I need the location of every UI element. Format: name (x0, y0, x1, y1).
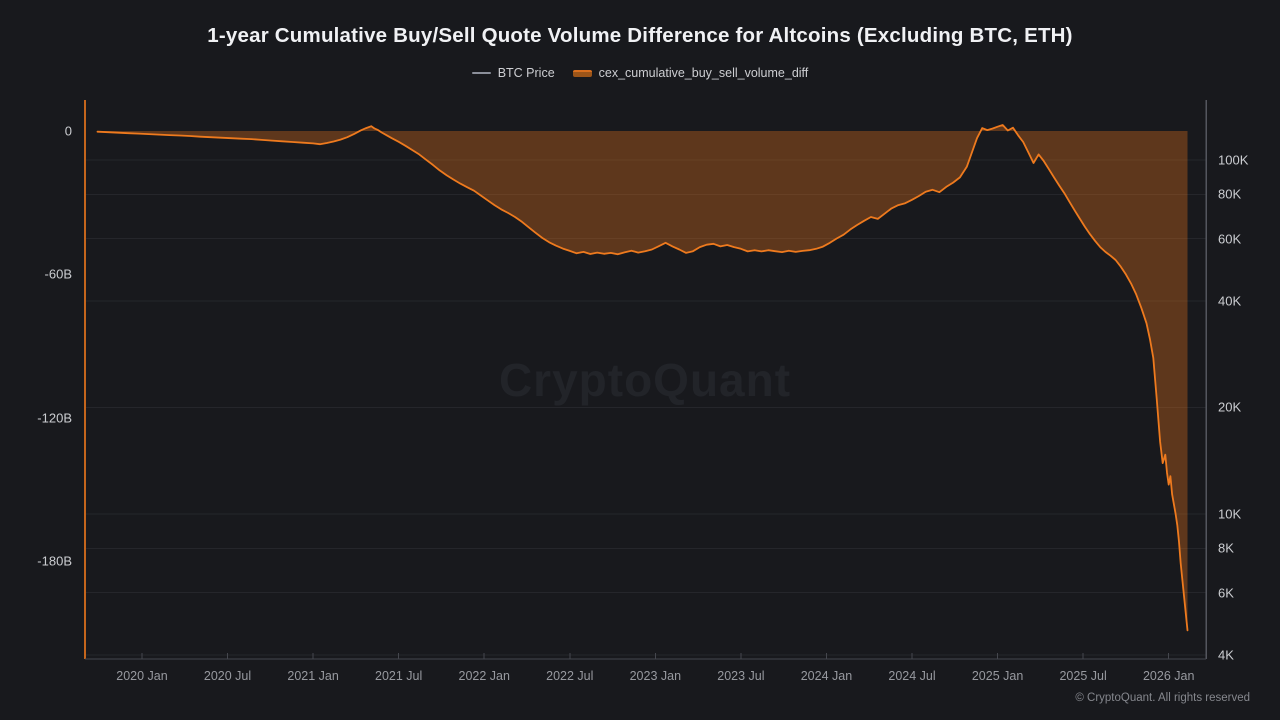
legend-item-volume-diff[interactable]: cex_cumulative_buy_sell_volume_diff (572, 66, 809, 80)
copyright-text: © CryptoQuant. All rights reserved (1075, 692, 1250, 704)
line-swatch-icon (471, 72, 491, 74)
volume-diff-line (96, 124, 1189, 632)
legend: BTC Price cex_cumulative_buy_sell_volume… (0, 64, 1280, 82)
volume-diff-area (97, 125, 1188, 631)
legend-item-btc-price[interactable]: BTC Price (471, 66, 555, 80)
legend-label: BTC Price (497, 66, 555, 80)
area-swatch-icon (572, 69, 592, 77)
page-title: 1-year Cumulative Buy/Sell Quote Volume … (207, 24, 1073, 47)
legend-label: cex_cumulative_buy_sell_volume_diff (598, 66, 809, 80)
